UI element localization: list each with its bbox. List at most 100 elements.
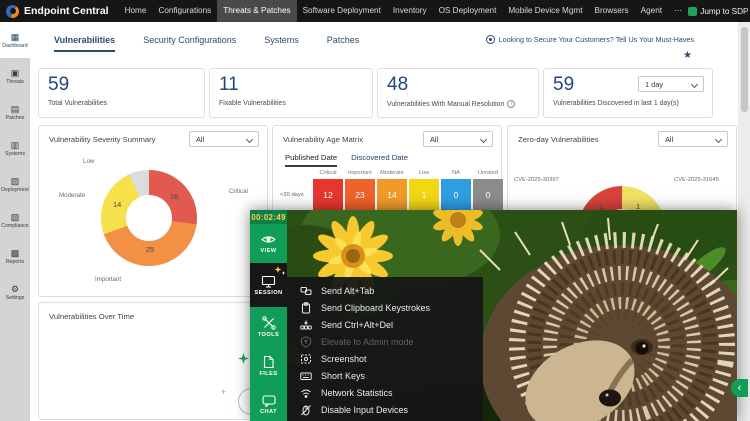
card-total-vulnerabilities[interactable]: 59 Total Vulnerabilities [38,68,205,118]
favorite-star-icon[interactable]: ★ [683,50,692,61]
panel-severity-summary: Vulnerability Severity Summary All Low C… [38,125,268,297]
menu-label: Screenshot [321,353,367,364]
menu-item-elevate-admin: Elevate to Admin mode [287,333,483,350]
toolbar-item-view[interactable]: VIEW [250,224,287,263]
sidebar-label: Compliance [1,222,29,229]
cve-label-right: CVE-2025-31645 [674,177,719,183]
sparkle-icon [274,265,286,283]
sidebar-label: Threats [6,78,24,85]
jump-to-sdp-label: Jump to SDP [700,6,749,16]
zero-day-filter-dropdown[interactable]: All [658,131,728,147]
nav-configurations[interactable]: Configurations [158,6,212,15]
col-unrated: Unrated [478,170,498,176]
nav-more-ellipsis[interactable]: ⋯ [674,6,683,15]
plus-cursor-icon: + [221,387,227,397]
sidebar-item-threats[interactable]: ▣ Threats [0,58,30,94]
sidebar-item-compliance[interactable]: ▨ Compliance [0,202,30,238]
threats-icon: ▣ [10,67,20,78]
tab-security-configurations[interactable]: Security Configurations [143,35,237,45]
panel-title: Vulnerability Age Matrix [283,135,364,144]
nav-home[interactable]: Home [124,6,147,15]
alt-tab-keys-icon [300,286,312,295]
menu-item-network-statistics[interactable]: Network Statistics [287,384,483,401]
ctrl-alt-del-keys-icon [300,320,312,329]
menu-item-send-clipboard-keystrokes[interactable]: Send Clipboard Keystrokes [287,299,483,316]
menu-label: Send Alt+Tab [321,285,375,296]
sidebar-item-deployment[interactable]: ▧ Deployment [0,166,30,202]
tab-published-date[interactable]: Published Date [285,153,338,167]
nav-threats-patches[interactable]: Threats & Patches [217,0,297,22]
matrix-cell[interactable]: 0 [473,179,503,211]
matrix-cell[interactable]: 1 [409,179,439,211]
matrix-row-label: <30 days [280,192,304,198]
dashboard-tabs: Vulnerabilities Security Configurations … [54,35,359,52]
nav-software-deployment[interactable]: Software Deployment [302,6,381,15]
card-discovered-recent[interactable]: 59 Vulnerabilities Discovered in last 1 … [543,68,713,118]
tab-vulnerabilities[interactable]: Vulnerabilities [54,35,116,52]
menu-item-send-alt-tab[interactable]: Send Alt+Tab [287,282,483,299]
menu-item-send-ctrl-alt-del[interactable]: Send Ctrl+Alt+Del [287,316,483,333]
toolbar-item-chat[interactable]: CHAT [250,385,287,421]
menu-item-short-keys[interactable]: Short Keys [287,367,483,384]
toolbar-item-tools[interactable]: TOOLS [250,307,287,346]
left-module-sidebar: ▦ Dashboard ▣ Threats ▤ Patches ▥ Systems ▧ D… [0,22,30,421]
sdp-icon [688,6,698,16]
stat-value: 59 [48,74,70,95]
stat-label: Total Vulnerabilities [48,100,108,107]
slice-label-critical: Critical [229,188,248,195]
sidebar-item-settings[interactable]: ⚙ Settings [0,274,30,310]
session-timer: 00:02:49 [250,210,287,224]
info-icon[interactable]: i [507,100,516,108]
col-important: Important [348,170,372,176]
menu-item-disable-input-devices[interactable]: Disable Input Devices [287,401,483,418]
page-scrollbar-thumb[interactable] [740,27,748,112]
toolbar-item-files[interactable]: FILES [250,346,287,385]
severity-donut[interactable] [101,170,197,266]
matrix-cell[interactable]: 12 [313,179,343,211]
top-navigation-bar: Endpoint Central Home Configurations Thr… [0,0,750,22]
mouse-disabled-icon [301,404,311,415]
sidebar-item-systems[interactable]: ▥ Systems [0,130,30,166]
col-na: NA [452,170,460,176]
matrix-cell[interactable]: 14 [377,179,407,211]
sidebar-item-dashboard[interactable]: ▦ Dashboard [0,22,30,58]
promo-link[interactable]: Looking to Secure Your Customers? Tell U… [485,35,694,44]
col-low: Low [418,170,430,176]
card-fixable-vulnerabilities[interactable]: 11 Fixable Vulnerabilities [209,68,373,118]
sidebar-label: Dashboard [2,42,28,49]
nav-browsers[interactable]: Browsers [594,6,629,15]
toolbar-label: FILES [259,370,278,377]
remote-toolbar: 00:02:49 VIEW SESSION TOOLS FILES CHAT [250,210,287,421]
jump-to-sdp-button[interactable]: Jump to SDP [688,6,749,16]
sidebar-label: Settings [5,294,25,301]
sidebar-item-reports[interactable]: ▩ Reports [0,238,30,274]
nav-mobile-device-mgmt[interactable]: Mobile Device Mgmt [508,6,583,15]
nav-os-deployment[interactable]: OS Deployment [438,6,497,15]
zia-sparkle-icon[interactable] [238,351,249,369]
toolbar-item-session[interactable]: SESSION [250,263,287,307]
admin-shield-icon [301,335,311,348]
chat-bubble-icon [261,394,276,407]
nav-agent[interactable]: Agent [640,6,663,15]
age-matrix-filter-dropdown[interactable]: All [423,131,493,147]
menu-item-screenshot[interactable]: Screenshot [287,350,483,367]
severity-filter-dropdown[interactable]: All [189,131,259,147]
menu-label: Send Clipboard Keystrokes [321,302,431,313]
matrix-cell[interactable]: 0 [441,179,471,211]
card-manual-resolution[interactable]: 48 Vulnerabilities With Manual Resolutio… [377,68,539,118]
tab-systems[interactable]: Systems [264,35,299,45]
page-scrollbar-track[interactable] [738,22,750,421]
matrix-cell[interactable]: 23 [345,179,375,211]
slice-value-moderate: 14 [113,200,122,209]
collapse-panel-chevron[interactable]: ‹ [731,379,748,397]
sidebar-label: Patches [5,114,25,121]
toolbar-label: TOOLS [257,331,280,338]
tab-patches[interactable]: Patches [326,35,360,45]
nav-inventory[interactable]: Inventory [392,6,427,15]
menu-label: Network Statistics [321,387,393,398]
day-range-dropdown[interactable]: 1 day [638,76,704,92]
col-critical: Critical [319,170,337,176]
cve-label-left: CVE-2025-30397 [514,177,559,183]
tab-discovered-date[interactable]: Discovered Date [351,153,408,162]
sidebar-item-patches[interactable]: ▤ Patches [0,94,30,130]
